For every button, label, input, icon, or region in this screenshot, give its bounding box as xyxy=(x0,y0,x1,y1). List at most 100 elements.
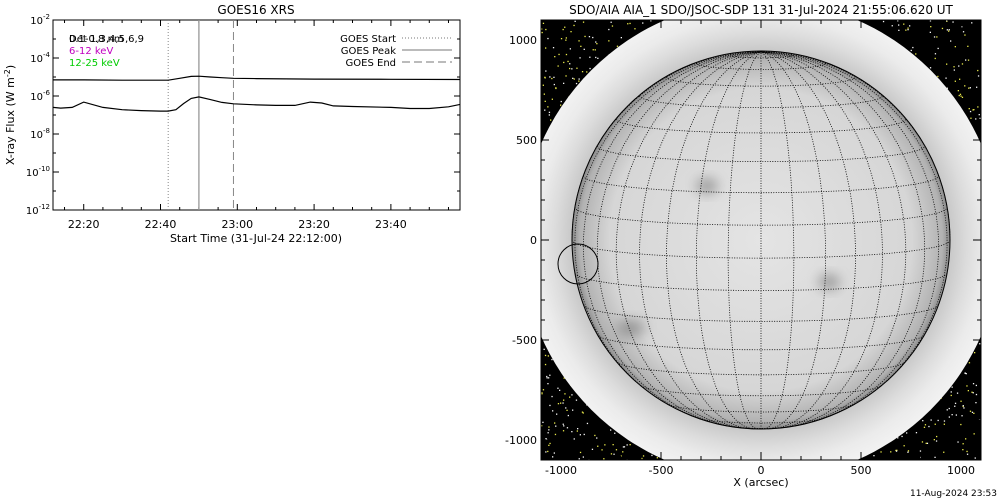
noise-pixel xyxy=(966,450,968,453)
noise-pixel xyxy=(969,87,971,89)
goes-x-tick-label: 22:20 xyxy=(68,218,100,231)
grid-line xyxy=(760,51,856,429)
grid-line xyxy=(574,51,762,405)
noise-pixel xyxy=(962,31,965,33)
noise-pixel xyxy=(626,444,628,446)
aia-image-area xyxy=(541,20,981,460)
noise-pixel xyxy=(548,114,550,116)
noise-pixel xyxy=(620,37,622,39)
noise-pixel xyxy=(895,450,898,452)
noise-pixel xyxy=(592,49,594,51)
grid-line xyxy=(727,54,795,59)
noise-pixel xyxy=(921,441,924,443)
solar-limb-outline xyxy=(571,50,951,430)
noise-pixel xyxy=(542,421,544,423)
noise-pixel xyxy=(922,420,924,422)
heliographic-grid xyxy=(571,51,951,430)
noise-pixel xyxy=(978,114,980,116)
goes-x-axis-label: Start Time (31-Jul-24 22:12:00) xyxy=(170,232,342,245)
noise-pixel xyxy=(556,413,558,415)
noise-pixel xyxy=(581,71,584,73)
noise-pixel xyxy=(542,22,545,24)
dark-region xyxy=(818,274,840,290)
noise-pixel xyxy=(629,22,631,25)
noise-pixel xyxy=(596,437,598,439)
noise-pixel xyxy=(959,93,962,95)
noise-pixel xyxy=(574,20,576,22)
goes-y-tick-label: 10-10 xyxy=(26,165,50,179)
noise-pixel xyxy=(935,440,938,442)
goes-x-axis: 22:20 22:40 23:00 23:20 23:40 xyxy=(64,20,449,231)
noise-pixel xyxy=(581,411,584,413)
noise-pixel xyxy=(954,80,956,82)
noise-pixel xyxy=(967,390,969,392)
legend-label-peak: GOES Peak xyxy=(341,46,396,57)
noise-pixel xyxy=(549,374,551,376)
noise-pixel xyxy=(941,27,944,30)
noise-pixel xyxy=(641,457,643,460)
noise-pixel xyxy=(924,424,927,426)
grid-line xyxy=(583,175,939,194)
noise-pixel xyxy=(563,82,565,84)
noise-pixel xyxy=(544,363,547,366)
noise-pixel xyxy=(952,21,954,23)
noise-pixel xyxy=(610,453,613,455)
noise-pixel xyxy=(569,396,571,398)
goes-x-tick-label: 23:00 xyxy=(221,218,253,231)
noise-pixel xyxy=(555,87,557,89)
noise-pixel xyxy=(975,402,977,404)
noise-pixel xyxy=(896,449,898,451)
noise-pixel xyxy=(943,420,946,422)
noise-pixel xyxy=(564,393,566,395)
noise-pixel xyxy=(961,415,963,417)
noise-pixel xyxy=(592,36,594,39)
noise-pixel xyxy=(611,25,614,27)
goes-band-label-long: 0.1-0.8 nm xyxy=(69,34,124,45)
grid-line xyxy=(596,51,762,427)
noise-pixel xyxy=(579,57,581,59)
noise-pixel xyxy=(610,429,612,431)
noise-pixel xyxy=(936,435,938,438)
noise-pixel xyxy=(975,393,978,396)
noise-pixel xyxy=(898,24,900,26)
noise-pixel xyxy=(554,56,556,58)
noise-pixel xyxy=(956,392,959,394)
noise-pixel xyxy=(566,427,569,429)
noise-pixel xyxy=(954,46,956,48)
noise-pixel xyxy=(560,104,562,106)
noise-pixel xyxy=(934,456,936,458)
noise-pixel xyxy=(962,405,964,407)
grid-line xyxy=(596,145,926,162)
aia-axes: -1000 -500 0 500 1000 -1000 -500 0 500 1000 xyxy=(505,20,981,477)
noise-pixel xyxy=(551,395,553,398)
goes-title: GOES16 XRS xyxy=(217,3,294,17)
noise-pixel xyxy=(954,402,957,404)
noise-pixel xyxy=(960,400,962,402)
noise-pixel xyxy=(642,22,644,24)
noise-pixel xyxy=(957,90,959,92)
noise-pixel xyxy=(967,59,970,61)
goes-y-tick-label: 10-6 xyxy=(30,89,50,103)
noise-pixel xyxy=(975,384,977,387)
noise-pixel xyxy=(608,28,610,31)
noise-pixel xyxy=(567,60,569,63)
noise-pixel xyxy=(597,57,599,59)
noise-pixel xyxy=(953,69,955,71)
noise-pixel xyxy=(962,449,964,451)
noise-pixel xyxy=(543,93,545,95)
dark-region xyxy=(696,178,718,194)
noise-pixel xyxy=(560,38,563,40)
aia-y-tick-label: 1000 xyxy=(509,34,537,47)
noise-pixel xyxy=(965,438,967,440)
noise-pixel xyxy=(965,373,967,375)
noise-pixel xyxy=(548,377,550,379)
noise-pixel xyxy=(972,109,974,111)
noise-pixel xyxy=(542,389,545,391)
noise-pixel xyxy=(910,49,912,52)
noise-pixel xyxy=(926,442,929,444)
noise-pixel xyxy=(573,78,575,80)
noise-pixel xyxy=(584,35,586,38)
goes-event-markers xyxy=(167,20,234,210)
noise-pixel xyxy=(873,455,875,457)
